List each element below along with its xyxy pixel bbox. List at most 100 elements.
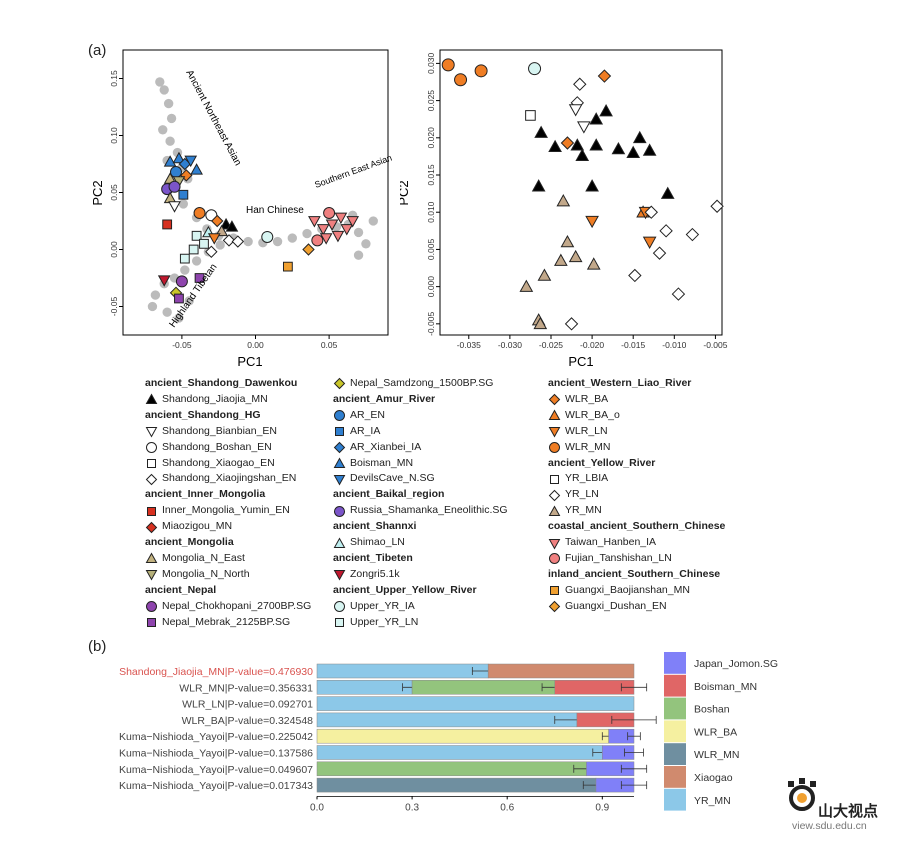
sample-point <box>168 201 181 213</box>
x-tick-label: 0.05 <box>321 340 338 350</box>
diamond-marker <box>333 441 346 454</box>
x-tick-label: 0.0 <box>310 802 324 813</box>
legend-item-label: WLR_MN <box>565 440 611 453</box>
sample-point <box>261 230 274 243</box>
legend-swatch <box>664 674 686 697</box>
sample-point <box>599 103 613 117</box>
diamond-marker <box>145 473 158 486</box>
background-sample-point <box>184 296 194 306</box>
sample-point <box>190 163 203 175</box>
tri-down-marker <box>145 427 158 438</box>
y-tick-label: 0.010 <box>426 201 436 223</box>
legend-group-header: ancient_Shandong_HG <box>145 408 261 421</box>
sample-point <box>215 224 228 237</box>
sample-point <box>323 207 336 220</box>
diamond-marker <box>333 378 346 390</box>
legend-group-header: ancient_Shannxi <box>333 520 417 533</box>
legend-item: Guangxi_Baojianshan_MN <box>548 583 725 599</box>
bar-row-label: Kuma−Nishioda_Yayoi|P-value=0.049607 <box>119 764 313 776</box>
background-sample-point <box>361 239 371 249</box>
sample-point <box>568 249 583 263</box>
square-marker <box>147 506 156 516</box>
y-axis-label: PC2 <box>90 180 105 205</box>
y-tick-label: -0.05 <box>109 297 119 317</box>
legend-item-label: Nepal_Samdzong_1500BP.SG <box>350 377 494 389</box>
background-sample-point <box>287 233 297 243</box>
legend-group-header: ancient_Western_Liao_River <box>548 377 692 389</box>
square-marker <box>335 427 344 437</box>
diamond-marker-icon <box>333 378 346 390</box>
legend-item-label: WLR_LN <box>565 424 608 437</box>
sample-point <box>586 257 601 270</box>
sample-point <box>188 244 199 255</box>
bar-row-label: WLR_LN|P-value=0.092701 <box>182 699 313 711</box>
tri-down-marker-icon <box>548 538 561 550</box>
legend-item: Taiwan_Hanben_IA <box>548 535 725 551</box>
legend-item: Upper_YR_IA <box>333 599 508 615</box>
circle-marker-icon <box>549 553 560 565</box>
sample-point <box>474 64 488 78</box>
square-marker <box>147 618 156 628</box>
plot-frame <box>439 49 723 336</box>
tri-down-marker-icon <box>145 427 158 438</box>
bar-row-label: WLR_MN|P-value=0.356331 <box>179 682 313 694</box>
sample-point <box>642 236 657 250</box>
sample-point <box>556 194 571 207</box>
legend-group-header: ancient_Shandong_Dawenkou <box>145 377 298 389</box>
legend-item-label: Upper_YR_IA <box>350 599 415 612</box>
diamond-marker <box>548 489 561 502</box>
legend-item: WLR_BA <box>548 392 725 408</box>
sample-point <box>157 275 171 287</box>
circle-marker-icon <box>549 442 560 454</box>
x-tick-label: -0.005 <box>703 340 727 350</box>
sample-point <box>589 112 604 125</box>
sample-point <box>534 125 548 138</box>
legend-item-label: Boisman_MN <box>350 456 414 469</box>
x-tick-label: -0.05 <box>172 340 192 350</box>
y-axis-label: PC2 <box>400 180 411 205</box>
triangle-marker-icon <box>548 505 561 516</box>
legend-label: Japan_Jomon.SG <box>694 658 778 670</box>
sample-point <box>528 62 542 76</box>
legend-item: Fujian_Tanshishan_LN <box>548 551 725 567</box>
sample-point <box>222 234 236 247</box>
legend-item-label: Guangxi_Dushan_EN <box>565 599 667 612</box>
x-tick-label: -0.035 <box>457 340 481 350</box>
square-marker-icon <box>335 618 344 628</box>
legend-item-label: Guangxi_Baojianshan_MN <box>565 583 690 596</box>
square-marker-icon <box>335 427 344 437</box>
legend-label: Boshan <box>694 704 730 716</box>
sample-point <box>168 180 181 193</box>
legend-item: Shandong_Bianbian_EN <box>145 424 311 440</box>
x-tick-label: -0.025 <box>539 340 563 350</box>
triangle-marker <box>548 505 561 516</box>
sample-point <box>525 110 536 121</box>
sample-point <box>519 279 534 292</box>
triangle-marker <box>333 457 346 468</box>
circle-marker <box>549 442 560 454</box>
triangle-marker-icon <box>145 552 158 564</box>
sample-point <box>193 207 206 220</box>
bar-row-label: WLR_BA|P-value=0.324548 <box>182 715 314 727</box>
watermark-url: view.sdu.edu.cn <box>792 820 867 832</box>
legend-item: Russia_Shamanka_Eneolithic.SG <box>333 503 508 519</box>
sample-point <box>302 243 315 256</box>
circle-marker <box>334 505 345 517</box>
sample-point <box>642 143 657 156</box>
background-sample-point <box>180 265 190 275</box>
legend-group-header: ancient_Yellow_River <box>548 456 656 469</box>
circle-marker-icon <box>334 410 345 422</box>
sample-point <box>548 139 562 153</box>
sample-point <box>597 69 612 83</box>
square-marker-icon <box>550 474 559 484</box>
circle-marker <box>334 601 345 613</box>
tri-down-marker-icon <box>333 474 346 486</box>
sample-point <box>163 155 177 167</box>
sdu-logo-icon <box>788 778 816 811</box>
triangle-marker-icon <box>333 457 346 468</box>
triangle-marker <box>548 409 561 421</box>
legend-item-label: Shimao_LN <box>350 536 405 549</box>
y-tick-label: 0.030 <box>426 52 436 74</box>
pca-zoom-plot: -0.035 -0.030 -0.025 -0.020 -0.015 -0.010 -0.0… <box>400 49 728 369</box>
y-tick-label: 0.025 <box>426 90 436 112</box>
